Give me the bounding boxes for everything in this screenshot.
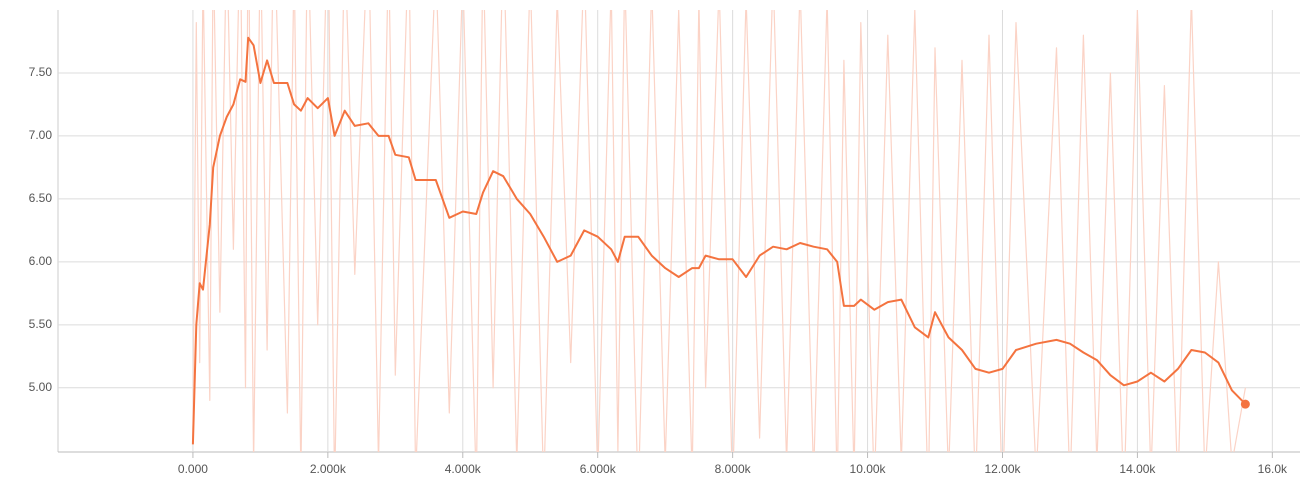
x-tick-label: 10.00k xyxy=(850,462,887,476)
y-tick-label: 6.50 xyxy=(29,191,53,205)
raw-line xyxy=(192,10,1246,452)
x-tick-label: 2.000k xyxy=(310,462,347,476)
y-tick-label: 5.50 xyxy=(29,317,53,331)
x-tick-label: 8.000k xyxy=(715,462,752,476)
x-tick-label: 6.000k xyxy=(580,462,617,476)
x-tick-label: 0.000 xyxy=(178,462,208,476)
end-point xyxy=(1240,399,1250,409)
y-tick-label: 7.50 xyxy=(29,65,53,79)
axes: 5.00 5.50 6.00 6.50 7.00 7.50 0.000 2.000k 4.000… xyxy=(29,65,1288,476)
y-tick-label: 5.00 xyxy=(29,380,53,394)
x-tick-label: 16.0k xyxy=(1258,462,1288,476)
x-tick-label: 4.000k xyxy=(445,462,482,476)
smoothed-line xyxy=(191,36,1247,445)
plot-area xyxy=(191,10,1250,452)
x-tick-label: 12.00k xyxy=(984,462,1021,476)
x-tick-label: 14.00k xyxy=(1119,462,1156,476)
y-tick-label: 6.00 xyxy=(29,254,53,268)
y-tick-label: 7.00 xyxy=(29,128,53,142)
